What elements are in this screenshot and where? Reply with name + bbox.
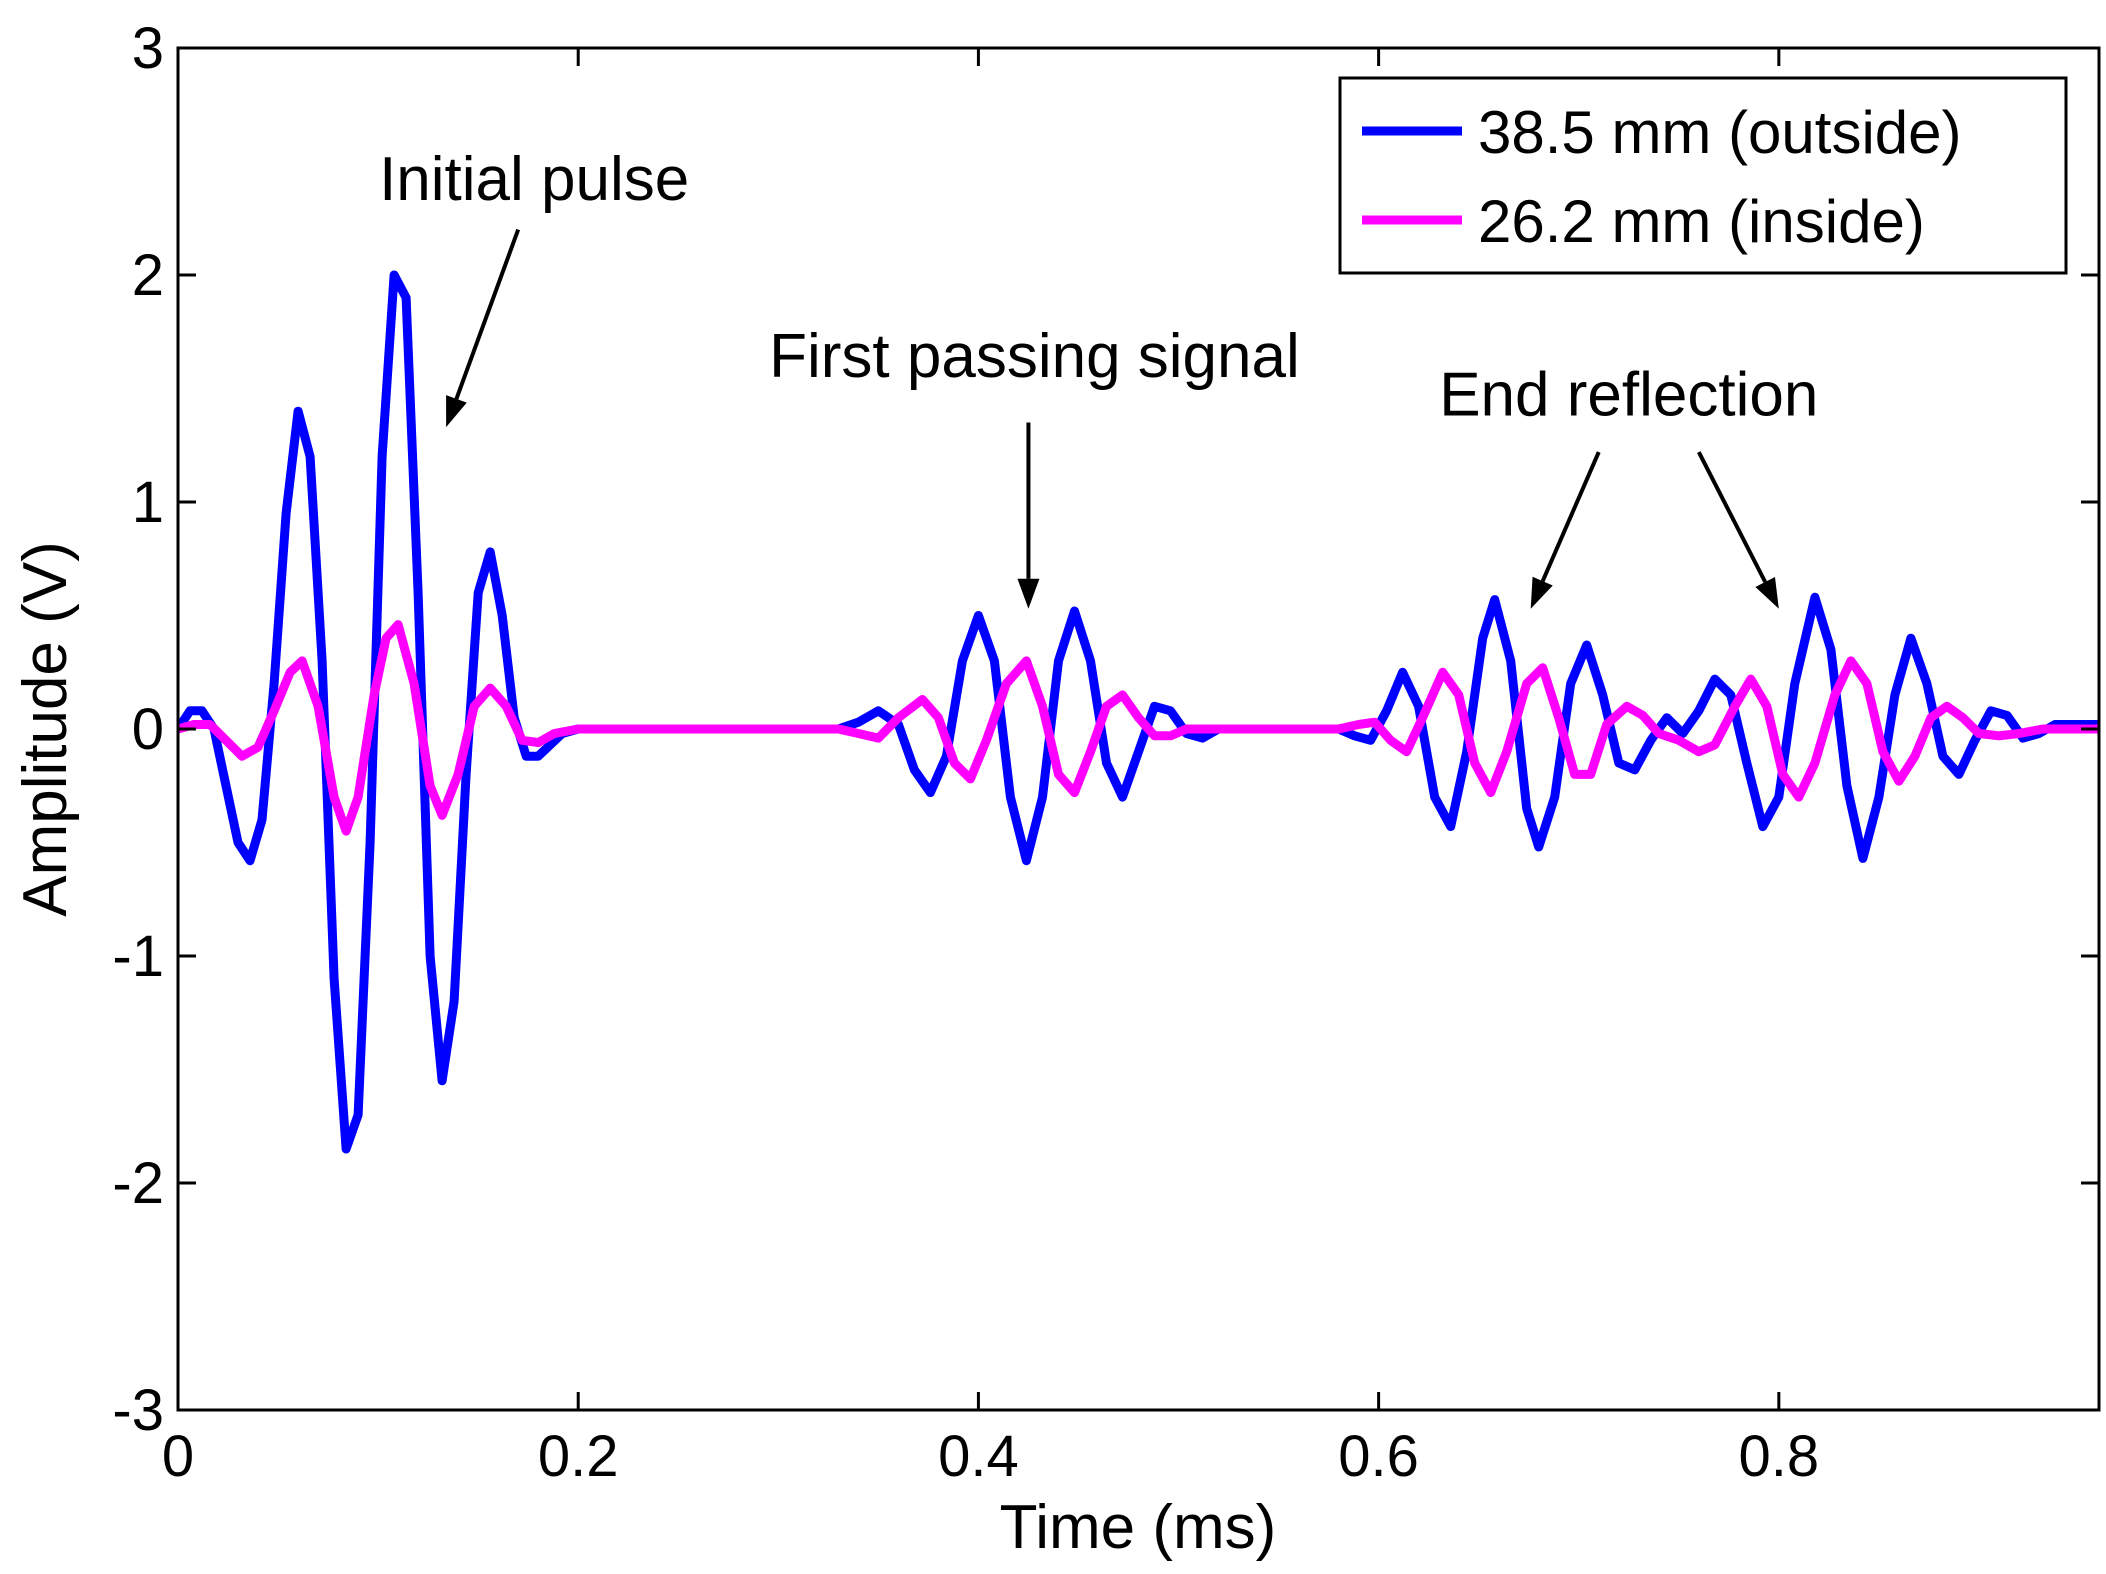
x-tick-label: 0	[162, 1424, 194, 1489]
tick-layer: 0 0.2 0.4 0.6 0.8 -3 -2 -1 0 1 2 3	[112, 16, 2099, 1489]
y-axis-title: Amplitude (V)	[11, 541, 80, 917]
annotation-arrow-head	[1017, 578, 1040, 609]
x-tick-label: 0.8	[1739, 1424, 1820, 1489]
legend-box	[1338, 76, 2068, 275]
y-tick-label: 1	[132, 470, 164, 535]
x-tick-label: 0.4	[938, 1424, 1019, 1489]
annotation-layer: Initial pulse First passing signal End ref…	[379, 145, 1818, 609]
y-tick-label: -1	[112, 924, 164, 989]
annotation-arrow-shaft	[454, 228, 521, 400]
x-axis-title: Time (ms)	[1000, 1493, 1277, 1562]
legend: 38.5 mm (outside) 26.2 mm (inside)	[1338, 76, 2068, 275]
legend-label-inside: 26.2 mm (inside)	[1478, 188, 1925, 255]
series-layer	[178, 270, 2099, 1154]
legend-label-outside: 38.5 mm (outside)	[1478, 99, 1962, 166]
annotation-arrow-head	[446, 395, 467, 428]
annotation-label: First passing signal	[769, 322, 1300, 391]
x-tick-label: 0.6	[1338, 1424, 1419, 1489]
y-tick-label: -3	[112, 1378, 164, 1443]
annotation-arrow-head	[1530, 576, 1553, 609]
annotation-label: Initial pulse	[379, 145, 689, 214]
annotation-arrow-shaft	[1540, 451, 1601, 582]
y-tick-label: -2	[112, 1151, 164, 1216]
annotation-label: End reflection	[1439, 361, 1818, 430]
y-tick-label: 0	[132, 697, 164, 762]
annotation-arrow-head	[1755, 576, 1779, 609]
x-tick-label: 0.2	[538, 1424, 619, 1489]
series-line-inside	[178, 620, 2099, 836]
y-tick-label: 2	[132, 243, 164, 308]
y-tick-label: 3	[132, 16, 164, 81]
annotation-arrow-shaft	[1697, 451, 1767, 583]
